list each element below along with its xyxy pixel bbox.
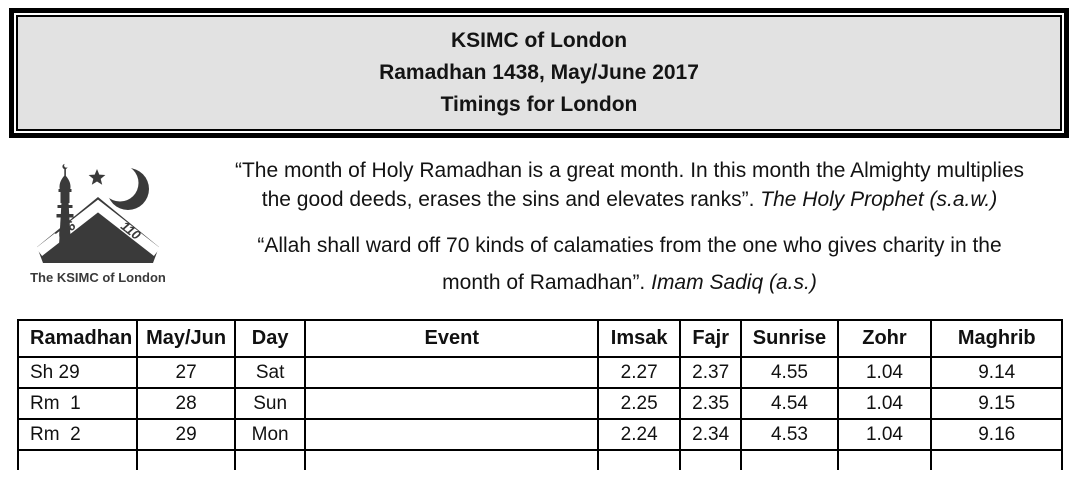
cell-day: [234, 449, 307, 470]
timings-table: Ramadhan May/Jun Day Event Imsak Fajr Su…: [17, 319, 1063, 470]
column-header-day: Day: [234, 319, 307, 358]
title-box: KSIMC of London Ramadhan 1438, May/June …: [9, 8, 1069, 138]
page-title-org: KSIMC of London: [450, 29, 628, 52]
cell-ramadhan: Sh 29: [17, 356, 139, 389]
column-header-imsak: Imsak: [597, 319, 681, 358]
quotes-block: “The month of Holy Ramadhan is a great m…: [178, 152, 1081, 306]
cell-ramadhan: Rm 2: [17, 418, 139, 451]
cell-sunrise: 4.53: [740, 418, 839, 451]
quote-text-line1: “Allah shall ward off 70 kinds of calama…: [257, 234, 1002, 257]
cell-zohr: 1.04: [836, 356, 933, 389]
minaret-icon: [56, 163, 74, 263]
cell-sunrise: [740, 449, 839, 470]
cell-fajr: 2.35: [678, 387, 743, 420]
quote-imam-sadiq: “Allah shall ward off 70 kinds of calama…: [186, 227, 1073, 301]
cell-imsak: 2.25: [597, 387, 681, 420]
cell-event: [304, 418, 600, 451]
quote-text-line1: “The month of Holy Ramadhan is a great m…: [234, 159, 1025, 182]
logo-caption: The KSIMC of London: [30, 270, 166, 285]
table-header-row: Ramadhan May/Jun Day Event Imsak Fajr Su…: [17, 319, 1063, 358]
cell-imsak: 2.24: [597, 418, 681, 451]
cell-maghrib: [930, 449, 1063, 470]
cell-day: Mon: [234, 418, 307, 451]
cell-event: [304, 387, 600, 420]
column-header-maghrib: Maghrib: [930, 319, 1063, 358]
cell-day: Sun: [234, 387, 307, 420]
column-header-sunrise: Sunrise: [740, 319, 839, 358]
cell-zohr: [836, 449, 933, 470]
cell-zohr: 1.04: [836, 387, 933, 420]
cell-date: 28: [136, 387, 237, 420]
cell-ramadhan: Rm 1: [17, 387, 139, 420]
cell-event: [304, 356, 600, 389]
cell-event: [304, 449, 600, 470]
column-header-fajr: Fajr: [678, 319, 743, 358]
column-header-ramadhan: Ramadhan: [17, 319, 139, 358]
table-row: Rm 2 29 Mon 2.24 2.34 4.53 1.04 9.16: [17, 418, 1063, 451]
column-header-zohr: Zohr: [836, 319, 933, 358]
cell-ramadhan: [17, 449, 139, 470]
table-row-partial: [17, 449, 1063, 470]
column-header-mayjun: May/Jun: [136, 319, 237, 358]
crescent-moon-icon: [101, 164, 149, 210]
cell-maghrib: 9.14: [930, 356, 1063, 389]
cell-date: [136, 449, 237, 470]
cell-fajr: [678, 449, 743, 470]
cell-date: 29: [136, 418, 237, 451]
column-header-event: Event: [304, 319, 600, 358]
quote-text-line2: the good deeds, erases the sins and elev…: [261, 188, 761, 211]
cell-imsak: 2.27: [597, 356, 681, 389]
quote-text-line2: month of Ramadhan”.: [442, 271, 652, 294]
table-row: Rm 1 28 Sun 2.25 2.35 4.54 1.04 9.15: [17, 387, 1063, 420]
cell-maghrib: 9.15: [930, 387, 1063, 420]
page-title-location: Timings for London: [440, 93, 638, 116]
timings-table-container: Ramadhan May/Jun Day Event Imsak Fajr Su…: [17, 319, 1063, 470]
quote-attribution: The Holy Prophet (s.a.w.): [760, 188, 998, 211]
title-box-inner: KSIMC of London Ramadhan 1438, May/June …: [16, 15, 1062, 131]
mosque-logo-icon: 786 110: [35, 163, 161, 263]
page-title-period: Ramadhan 1438, May/June 2017: [379, 61, 699, 84]
cell-sunrise: 4.55: [740, 356, 839, 389]
cell-imsak: [597, 449, 681, 470]
quote-attribution: Imam Sadiq (a.s.): [651, 271, 817, 294]
cell-maghrib: 9.16: [930, 418, 1063, 451]
cell-zohr: 1.04: [836, 418, 933, 451]
star-icon: [88, 169, 106, 185]
cell-day: Sat: [234, 356, 307, 389]
cell-fajr: 2.34: [678, 418, 743, 451]
intro-section: 786 110 The KSIMC of London “The month o…: [0, 152, 1081, 306]
kaaba-icon: 786 110: [35, 197, 161, 263]
quote-holy-prophet: “The month of Holy Ramadhan is a great m…: [186, 156, 1073, 214]
table-row: Sh 29 27 Sat 2.27 2.37 4.55 1.04 9.14: [17, 356, 1063, 389]
cell-sunrise: 4.54: [740, 387, 839, 420]
ksimc-logo: 786 110 The KSIMC of London: [28, 152, 178, 306]
cell-fajr: 2.37: [678, 356, 743, 389]
cell-date: 27: [136, 356, 237, 389]
